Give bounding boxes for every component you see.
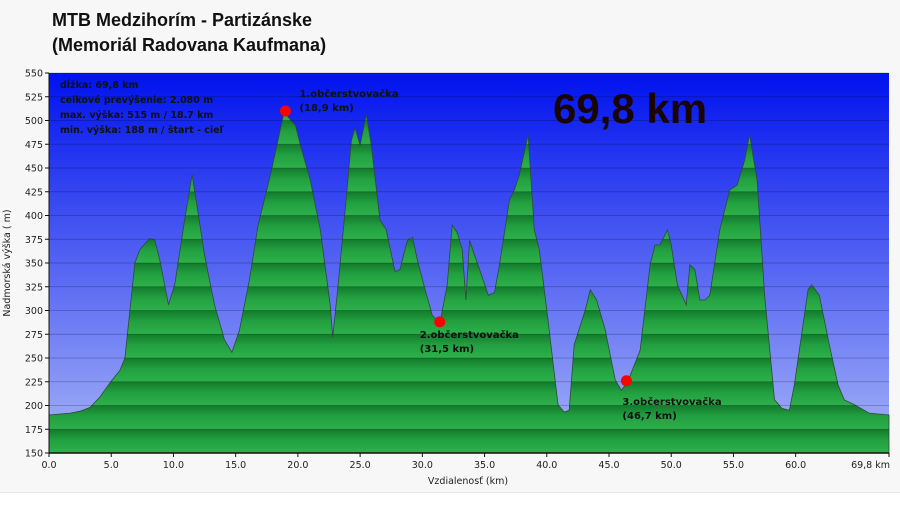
y-tick-label: 475 [25, 140, 43, 151]
marker-label: 2.občerstvovačka [420, 329, 519, 341]
y-tick-label: 300 [25, 306, 43, 317]
x-tick-label: 60.0 [785, 460, 806, 471]
info-min-elevation: min. výška: 188 m / štart - cieľ [60, 125, 225, 136]
y-tick-label: 200 [25, 401, 43, 412]
info-total-climb: celkové prevýšenie: 2.080 m [60, 95, 213, 106]
x-tick-label: 0.0 [41, 460, 56, 471]
y-tick-label: 275 [25, 330, 43, 341]
y-tick-label: 550 [25, 69, 43, 80]
x-tick-label: 30.0 [412, 460, 433, 471]
x-tick-label: 45.0 [598, 460, 619, 471]
x-tick-label: 5.0 [104, 460, 119, 471]
y-axis-label: Nadmorská výška ( m) [2, 209, 13, 316]
marker-dot [434, 316, 446, 328]
x-tick-label: 55.0 [723, 460, 744, 471]
y-tick-label: 425 [25, 187, 43, 198]
elevation-area [48, 109, 890, 454]
x-tick-label: 40.0 [536, 460, 557, 471]
refreshment-marker: 1.občerstvovačka (18,9 km) [279, 88, 399, 117]
y-tick-label: 175 [25, 425, 43, 436]
marker-dot [279, 105, 291, 117]
info-length: dĺžka: 69,8 km [60, 79, 138, 91]
y-tick-label: 325 [25, 282, 43, 293]
marker-label: 3.občerstvovačka [622, 396, 721, 408]
chart-title-line1: MTB Medzihorím - Partizánske [52, 10, 313, 30]
y-tick-label: 525 [25, 92, 43, 103]
x-axis-label: Vzdialenosť (km) [428, 476, 508, 487]
y-tick-label: 450 [25, 164, 43, 175]
x-tick-label: 15.0 [225, 460, 246, 471]
marker-label: 1.občerstvovačka [299, 88, 398, 100]
marker-sublabel: (18,9 km) [299, 103, 353, 114]
marker-dot [620, 375, 632, 387]
x-end-label: 69,8 km [851, 460, 890, 471]
y-tick-label: 400 [25, 211, 43, 222]
chart-title-line2: (Memoriál Radovana Kaufmana) [52, 35, 327, 55]
y-tick-label: 375 [25, 235, 43, 246]
marker-sublabel: (31,5 km) [420, 344, 474, 355]
y-tick-label: 150 [25, 449, 43, 460]
y-tick-label: 500 [25, 116, 43, 127]
marker-sublabel: (46,7 km) [622, 411, 676, 422]
info-max-elevation: max. výška: 515 m / 18.7 km [60, 110, 213, 121]
x-tick-label: 10.0 [163, 460, 184, 471]
x-tick-label: 25.0 [350, 460, 371, 471]
y-tick-label: 225 [25, 377, 43, 388]
refreshment-marker: 3.občerstvovačka (46,7 km) [620, 375, 722, 422]
y-tick-label: 350 [25, 259, 43, 270]
x-tick-label: 50.0 [661, 460, 682, 471]
x-tick-label: 20.0 [287, 460, 308, 471]
y-tick-label: 250 [25, 354, 43, 365]
route-info: dĺžka: 69,8 km celkové prevýšenie: 2.080… [60, 79, 225, 136]
big-distance-label: 69,8 km [553, 85, 707, 132]
refreshment-marker: 2.občerstvovačka (31,5 km) [420, 316, 519, 355]
x-tick-label: 35.0 [474, 460, 495, 471]
